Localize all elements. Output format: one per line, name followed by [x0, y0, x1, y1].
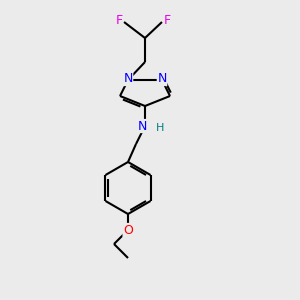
- Text: H: H: [156, 123, 164, 133]
- Text: N: N: [137, 119, 147, 133]
- Text: F: F: [116, 14, 123, 28]
- Text: N: N: [123, 73, 133, 85]
- Text: N: N: [157, 73, 167, 85]
- Text: F: F: [164, 14, 171, 28]
- Text: O: O: [123, 224, 133, 236]
